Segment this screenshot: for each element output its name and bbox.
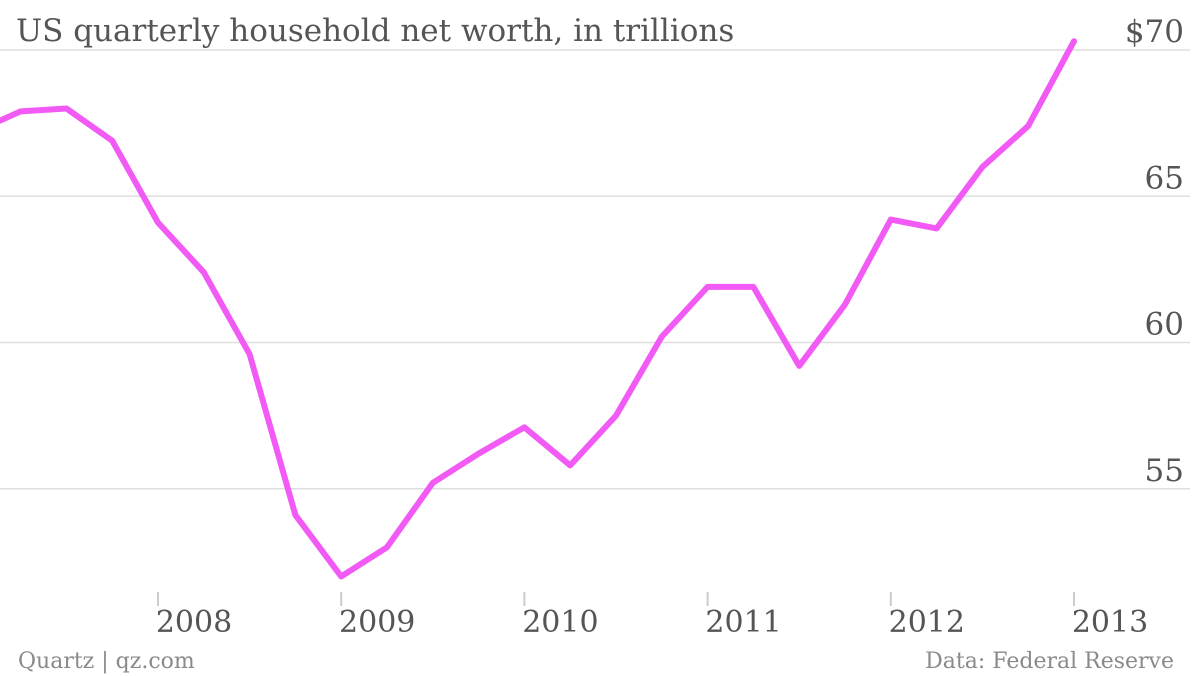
x-tick-label: 2009 — [339, 605, 415, 640]
x-axis: 2008 2009 2010 2011 2012 2013 — [156, 592, 1148, 640]
y-tick-label: 55 — [1145, 453, 1184, 489]
x-tick-label: 2013 — [1072, 605, 1148, 640]
y-tick-label: 65 — [1145, 160, 1184, 196]
series-layer — [0, 38, 1077, 580]
y-axis: $70 65 60 55 — [1125, 14, 1184, 489]
chart-title: US quarterly household net worth, in tri… — [16, 13, 734, 49]
x-tick-label: 2008 — [156, 605, 232, 640]
y-tick-label: 60 — [1145, 307, 1184, 343]
series-line — [0, 38, 1077, 580]
data-source: Data: Federal Reserve — [925, 649, 1174, 674]
x-tick-label: 2012 — [889, 605, 965, 640]
gridlines — [0, 49, 1190, 490]
y-tick-label: $70 — [1125, 14, 1184, 50]
x-tick-label: 2011 — [705, 605, 781, 640]
x-tick-label: 2010 — [522, 605, 598, 640]
source-credit: Quartz | qz.com — [18, 649, 195, 674]
